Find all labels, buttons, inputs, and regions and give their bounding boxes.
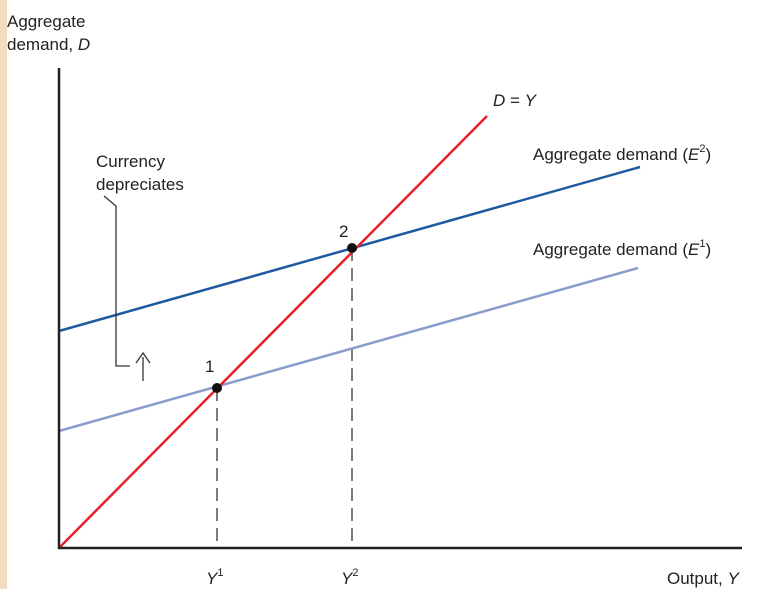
line-d-equals-y: [58, 115, 488, 549]
curve-aggregate-demand-e1-label: Aggregate demand (E1): [533, 238, 711, 259]
y-axis-title-line2: demand, D: [7, 35, 90, 54]
line-d-equals-y-label: D = Y: [493, 91, 538, 110]
equilibrium-point-1: [212, 383, 222, 393]
annotation-currency-depreciates-line1: Currency: [96, 152, 165, 171]
y-axis-title-line1: Aggregate: [7, 12, 85, 31]
point-1-label: 1: [205, 357, 214, 376]
tick-label-y1: Y1: [206, 567, 223, 588]
tick-label-y2: Y2: [341, 567, 358, 588]
annotation-leader-line: [103, 195, 130, 367]
point-2-label: 2: [339, 222, 348, 241]
left-margin-strip: [0, 0, 7, 589]
curve-aggregate-demand-e1: [58, 266, 639, 433]
curve-aggregate-demand-e2-label: Aggregate demand (E2): [533, 143, 711, 164]
shift-up-arrow-icon: [135, 351, 151, 364]
equilibrium-point-2: [347, 243, 357, 253]
x-axis-title: Output, Y: [667, 569, 740, 588]
annotation-currency-depreciates-line2: depreciates: [96, 175, 184, 194]
